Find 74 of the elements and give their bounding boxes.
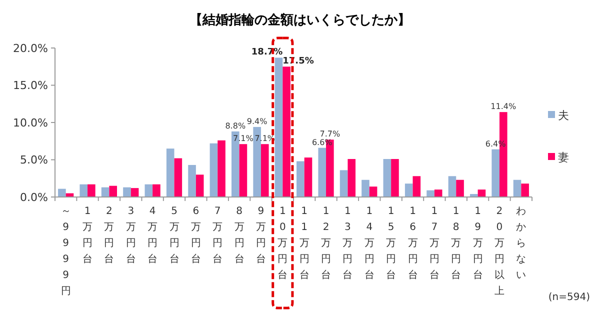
bar xyxy=(88,184,96,197)
bar xyxy=(521,184,529,197)
x-tick-label: 4万円台 xyxy=(148,206,158,265)
bar xyxy=(274,58,283,197)
x-tick-label: 9万円台 xyxy=(256,206,266,265)
data-label: 8.8% xyxy=(225,121,246,130)
bar xyxy=(426,190,434,197)
bar xyxy=(296,161,304,197)
bar xyxy=(456,180,464,197)
bar xyxy=(404,184,413,197)
bar xyxy=(318,148,326,197)
text: (n=594) xyxy=(548,292,590,303)
bar xyxy=(260,144,269,197)
bar xyxy=(196,174,204,197)
legend-label: 夫 xyxy=(558,108,569,122)
bar xyxy=(304,158,312,197)
x-tick-label: 7万円台 xyxy=(212,206,223,265)
x-tick-label: 8万円台 xyxy=(234,206,244,265)
x-tick-label: 15万円台 xyxy=(386,206,396,281)
y-tick-label: 10.0% xyxy=(13,116,48,130)
legend-label: 妻 xyxy=(558,150,569,164)
bar xyxy=(369,186,378,197)
bar xyxy=(434,190,442,197)
x-tick-label: 12万円台 xyxy=(321,206,332,281)
bar xyxy=(340,170,348,197)
x-tick-label: 20万円以上 xyxy=(494,206,504,297)
y-tick-label: 5.0% xyxy=(20,154,48,167)
x-tick-label: 6万円台 xyxy=(190,206,201,265)
bar xyxy=(412,176,421,197)
data-label: 18.7% xyxy=(251,48,283,58)
bar xyxy=(218,140,226,197)
x-tick-label: 14万円台 xyxy=(364,206,374,281)
x-tick-label: 2万円台 xyxy=(104,206,114,265)
data-label: 9.4% xyxy=(246,116,268,126)
bar xyxy=(492,149,500,197)
x-tick-label: 17万円台 xyxy=(429,206,440,281)
bar xyxy=(478,190,486,197)
bar xyxy=(239,144,248,197)
data-label: 11.4% xyxy=(490,102,516,112)
bar xyxy=(58,188,66,197)
bar xyxy=(152,184,160,197)
bar xyxy=(166,148,174,197)
bar xyxy=(348,159,356,197)
x-tick-label: 10万円台 xyxy=(278,206,288,281)
bar xyxy=(391,159,399,197)
data-label: 7.7% xyxy=(320,130,340,139)
x-tick-label: 11万円台 xyxy=(299,206,310,281)
bar xyxy=(80,184,88,197)
bar xyxy=(282,66,290,197)
bar xyxy=(130,188,139,197)
chart-title: 【結婚指輪の金額はいくらでしたか】 xyxy=(190,12,410,28)
x-tick-label: 13万円台 xyxy=(342,206,353,281)
y-tick-label: 20.0% xyxy=(13,42,48,55)
bar xyxy=(144,184,153,197)
bar xyxy=(448,176,456,197)
bar xyxy=(123,187,131,197)
data-label: 7.1% xyxy=(233,134,254,144)
bar xyxy=(210,143,218,197)
x-tick-label: ～9999円 xyxy=(60,206,71,297)
x-tick-label: 1万円台 xyxy=(82,206,93,265)
bar xyxy=(513,180,522,197)
bar xyxy=(109,186,118,197)
x-tick-label: わからない xyxy=(516,206,526,281)
x-tick-label: 3万円台 xyxy=(126,206,136,265)
bar xyxy=(362,180,370,197)
bar xyxy=(174,158,182,197)
x-tick-label: 19万円台 xyxy=(472,206,483,281)
x-tick-label: 5万円台 xyxy=(169,206,180,265)
x-tick-label: 16万円台 xyxy=(408,206,418,281)
x-tick-label: 18万円台 xyxy=(451,206,462,281)
y-tick-label: 0.0% xyxy=(20,190,48,204)
bar xyxy=(383,159,392,197)
bar xyxy=(188,164,196,197)
y-tick-label: 15.0% xyxy=(13,79,48,92)
